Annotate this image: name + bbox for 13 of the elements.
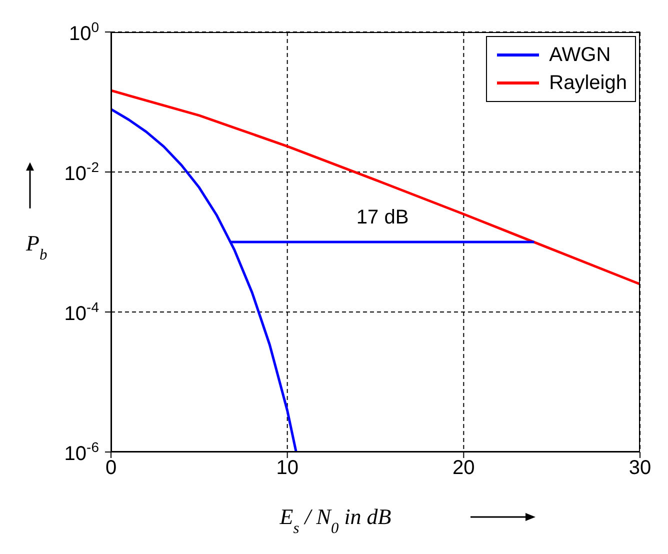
- y-tick-label: 10$^{0}$: [68, 19, 100, 45]
- x-tick-label: 0: [105, 457, 117, 480]
- legend-label: AWGN: [549, 43, 611, 68]
- x-axis-title: E$_{s}$ / N$_{0}$ in dB: [278, 504, 392, 536]
- x-tick-label: 20: [452, 457, 475, 480]
- y-tick-label: 10$^{-6}$: [64, 439, 100, 465]
- x-tick-label: 10: [276, 457, 298, 480]
- y-tick-label: 10$^{-2}$: [64, 159, 100, 185]
- annotation: 17 dB: [356, 206, 409, 230]
- x-tick-label: 30: [628, 457, 652, 480]
- y-axis-title: P$_{b}$: [25, 230, 48, 263]
- legend-label: Rayleigh: [549, 71, 627, 96]
- y-tick-label: 10$^{-4}$: [64, 299, 100, 325]
